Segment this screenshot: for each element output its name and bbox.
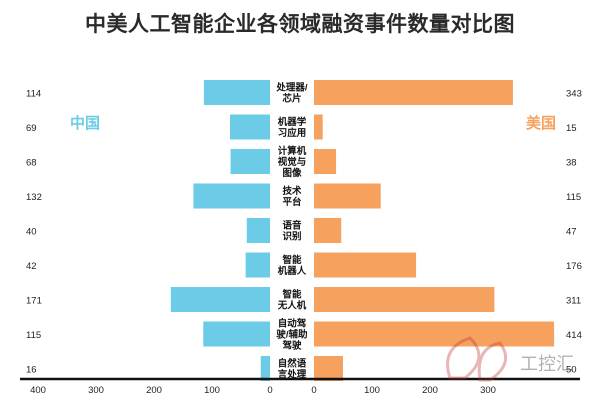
- bar-usa: [314, 114, 323, 140]
- value-label-usa: 15: [566, 123, 577, 134]
- value-label-china: 114: [26, 89, 41, 100]
- value-label-china: 132: [26, 192, 42, 203]
- value-label-usa: 47: [566, 227, 577, 238]
- value-label-usa: 343: [566, 89, 582, 100]
- category-label: 图像: [282, 167, 302, 179]
- category-label: 机器学: [278, 116, 307, 128]
- category-label: 视觉与: [278, 156, 307, 168]
- x-tick-label: 0: [311, 385, 316, 396]
- x-tick-label: 100: [364, 385, 380, 396]
- chart-title: 中美人工智能企业各领域融资事件数量对比图: [85, 13, 515, 36]
- x-tick-label: 0: [267, 385, 272, 396]
- category-label: 识别: [282, 231, 301, 243]
- value-label-usa: 38: [566, 158, 577, 169]
- value-label-china: 171: [26, 296, 42, 307]
- bar-usa: [314, 149, 337, 174]
- value-label-usa: 311: [566, 296, 581, 307]
- category-label: 计算机: [278, 145, 307, 157]
- category-label: 机器人: [278, 265, 307, 277]
- x-tick-label: 100: [204, 385, 220, 396]
- category-label: 处理器/: [275, 82, 308, 94]
- x-tick-label: 200: [146, 385, 162, 396]
- category-label: 语音: [282, 220, 302, 232]
- category-label: 言处理: [278, 369, 307, 381]
- bar-china: [246, 218, 270, 243]
- x-tick-label: 200: [422, 385, 438, 396]
- bar-china: [203, 321, 270, 347]
- watermark-text: 工控汇: [520, 354, 574, 375]
- category-label: 技术: [282, 185, 302, 197]
- bar-china: [193, 183, 270, 209]
- bar-china: [260, 356, 270, 381]
- legend-usa: 美国: [526, 114, 556, 132]
- x-tick-label: 400: [30, 385, 46, 396]
- bar-usa: [314, 80, 513, 105]
- bar-usa: [314, 218, 342, 243]
- category-label: 驶/辅助: [276, 329, 308, 341]
- category-label: 自动驾: [278, 318, 307, 330]
- category-label: 芯片: [282, 93, 301, 105]
- category-label: 智能: [282, 254, 302, 266]
- bar-china: [170, 287, 270, 312]
- category-label: 智能: [282, 289, 302, 301]
- category-label: 平台: [282, 196, 302, 208]
- value-label-usa: 50: [566, 365, 577, 376]
- value-label-china: 16: [26, 365, 37, 376]
- bar-china: [230, 149, 270, 174]
- watermark-logo: 工控汇: [446, 336, 574, 382]
- value-label-usa: 115: [566, 192, 581, 203]
- bar-usa: [314, 287, 495, 312]
- value-label-china: 115: [26, 330, 41, 341]
- legend-china: 中国: [70, 114, 100, 132]
- x-tick-label: 300: [88, 385, 104, 396]
- value-label-usa: 176: [566, 261, 582, 272]
- value-label-china: 69: [26, 123, 37, 134]
- value-label-china: 40: [26, 227, 37, 238]
- bar-usa: [314, 183, 381, 209]
- category-label: 自然语: [278, 358, 307, 370]
- bar-china: [229, 114, 270, 140]
- value-label-china: 42: [26, 261, 37, 272]
- value-label-usa: 414: [566, 330, 582, 341]
- x-tick-label: 300: [480, 385, 496, 396]
- bar-usa: [314, 252, 417, 278]
- category-label: 习应用: [278, 127, 307, 139]
- category-label: 无人机: [277, 300, 307, 312]
- bar-china: [245, 252, 270, 278]
- bar-usa: [314, 356, 343, 381]
- bar-china: [203, 80, 270, 105]
- bar-usa: [314, 321, 555, 347]
- category-label: 驾驶: [282, 340, 302, 352]
- value-label-china: 68: [26, 158, 37, 169]
